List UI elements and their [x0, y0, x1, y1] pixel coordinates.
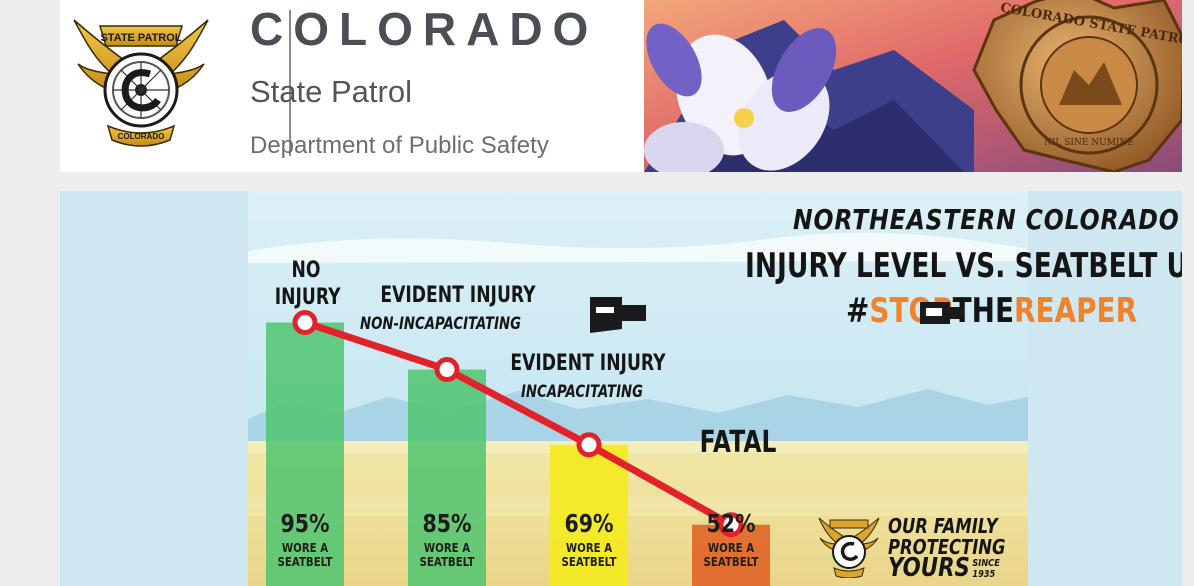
bar-caption-fatal: WORE A SEATBELT: [703, 541, 759, 569]
trend-point-fatal: [718, 512, 744, 538]
header-artwork: COLORADO STATE PATROL NIL SINE NUMINE: [644, 0, 1182, 172]
stop-the-reaper-hashtag: #STOPTHEREAPER: [846, 291, 1138, 331]
slogan-line2: PROTECTING: [888, 535, 1006, 559]
injury-seatbelt-chart: [266, 310, 770, 586]
category-no-injury-line1: NO: [291, 258, 321, 283]
trend-point-incapacitating: [576, 432, 602, 458]
category-label-no-injury: NO INJURY: [274, 257, 341, 311]
bar-no-injury: [266, 322, 344, 586]
seatbelt-buckle-left-icon: [590, 297, 646, 333]
department-name: Department of Public Safety: [250, 132, 549, 159]
columbine-flower-graphic: [644, 23, 837, 172]
slogan-line3: YOURS SINCE 1935: [888, 553, 1000, 583]
category-no-injury-line2: INJURY: [274, 285, 341, 310]
seatbelt-infographic: NO INJURY EVIDENT INJURY NON-INCAPACITAT…: [60, 191, 1182, 586]
org-name: COLORADO: [250, 3, 599, 55]
category-sub-incapacitating: INCAPACITATING: [520, 382, 644, 402]
trend-point-no-injury: [292, 310, 318, 336]
landscape-background: [248, 191, 1028, 586]
bar-value-incapacitating: 69%: [564, 509, 614, 538]
state-patrol-logo-small: [818, 517, 880, 578]
bar-value-no-injury: 95%: [280, 509, 330, 538]
badge-motto: NIL SINE NUMINE: [1044, 138, 1134, 148]
bar-value-non-incapacitating: 85%: [422, 509, 472, 538]
slogan-since: SINCE: [972, 558, 1000, 569]
seatbelt-latch-right-icon: [920, 302, 964, 324]
slogan-year: 1935: [972, 569, 996, 580]
header-divider: [289, 10, 291, 156]
category-label-incapacitating: EVIDENT INJURY: [510, 351, 666, 376]
emblem-top-text: STATE PATROL: [100, 32, 181, 44]
category-sub-non-incapacitating: NON-INCAPACITATING: [360, 314, 521, 334]
bar-caption-incapacitating: WORE A SEATBELT: [561, 541, 617, 569]
slogan: OUR FAMILY PROTECTING YOURS SINCE 1935: [888, 514, 1006, 583]
trend-line: [303, 319, 733, 528]
bar-incapacitating: [550, 444, 628, 586]
emblem-bottom-text: COLORADO: [118, 132, 165, 141]
infographic-title-region: NORTHEASTERN COLORADO: [793, 203, 1180, 236]
bar-value-fatal: 52%: [706, 509, 756, 538]
agency-name: State Patrol: [250, 74, 412, 109]
trend-point-non-incapacitating: [434, 357, 460, 383]
bar-caption-non-incapacitating: WORE A SEATBELT: [419, 541, 475, 569]
state-patrol-badge-graphic: COLORADO STATE PATROL NIL SINE NUMINE: [972, 0, 1182, 172]
infographic-scene: NO INJURY EVIDENT INJURY NON-INCAPACITAT…: [248, 191, 1182, 586]
site-header: STATE PATROL COLORADO COLORADO State Pat…: [60, 0, 1182, 172]
category-label-fatal: FATAL: [699, 425, 777, 460]
slogan-line1: OUR FAMILY: [888, 514, 998, 538]
bar-caption-no-injury: WORE A SEATBELT: [277, 541, 333, 569]
bar-non-incapacitating: [408, 369, 486, 586]
state-patrol-emblem: STATE PATROL COLORADO: [73, 19, 209, 147]
infographic-title: INJURY LEVEL VS. SEATBELT USE: [745, 246, 1182, 286]
category-label-non-incapacitating: EVIDENT INJURY: [380, 283, 536, 308]
